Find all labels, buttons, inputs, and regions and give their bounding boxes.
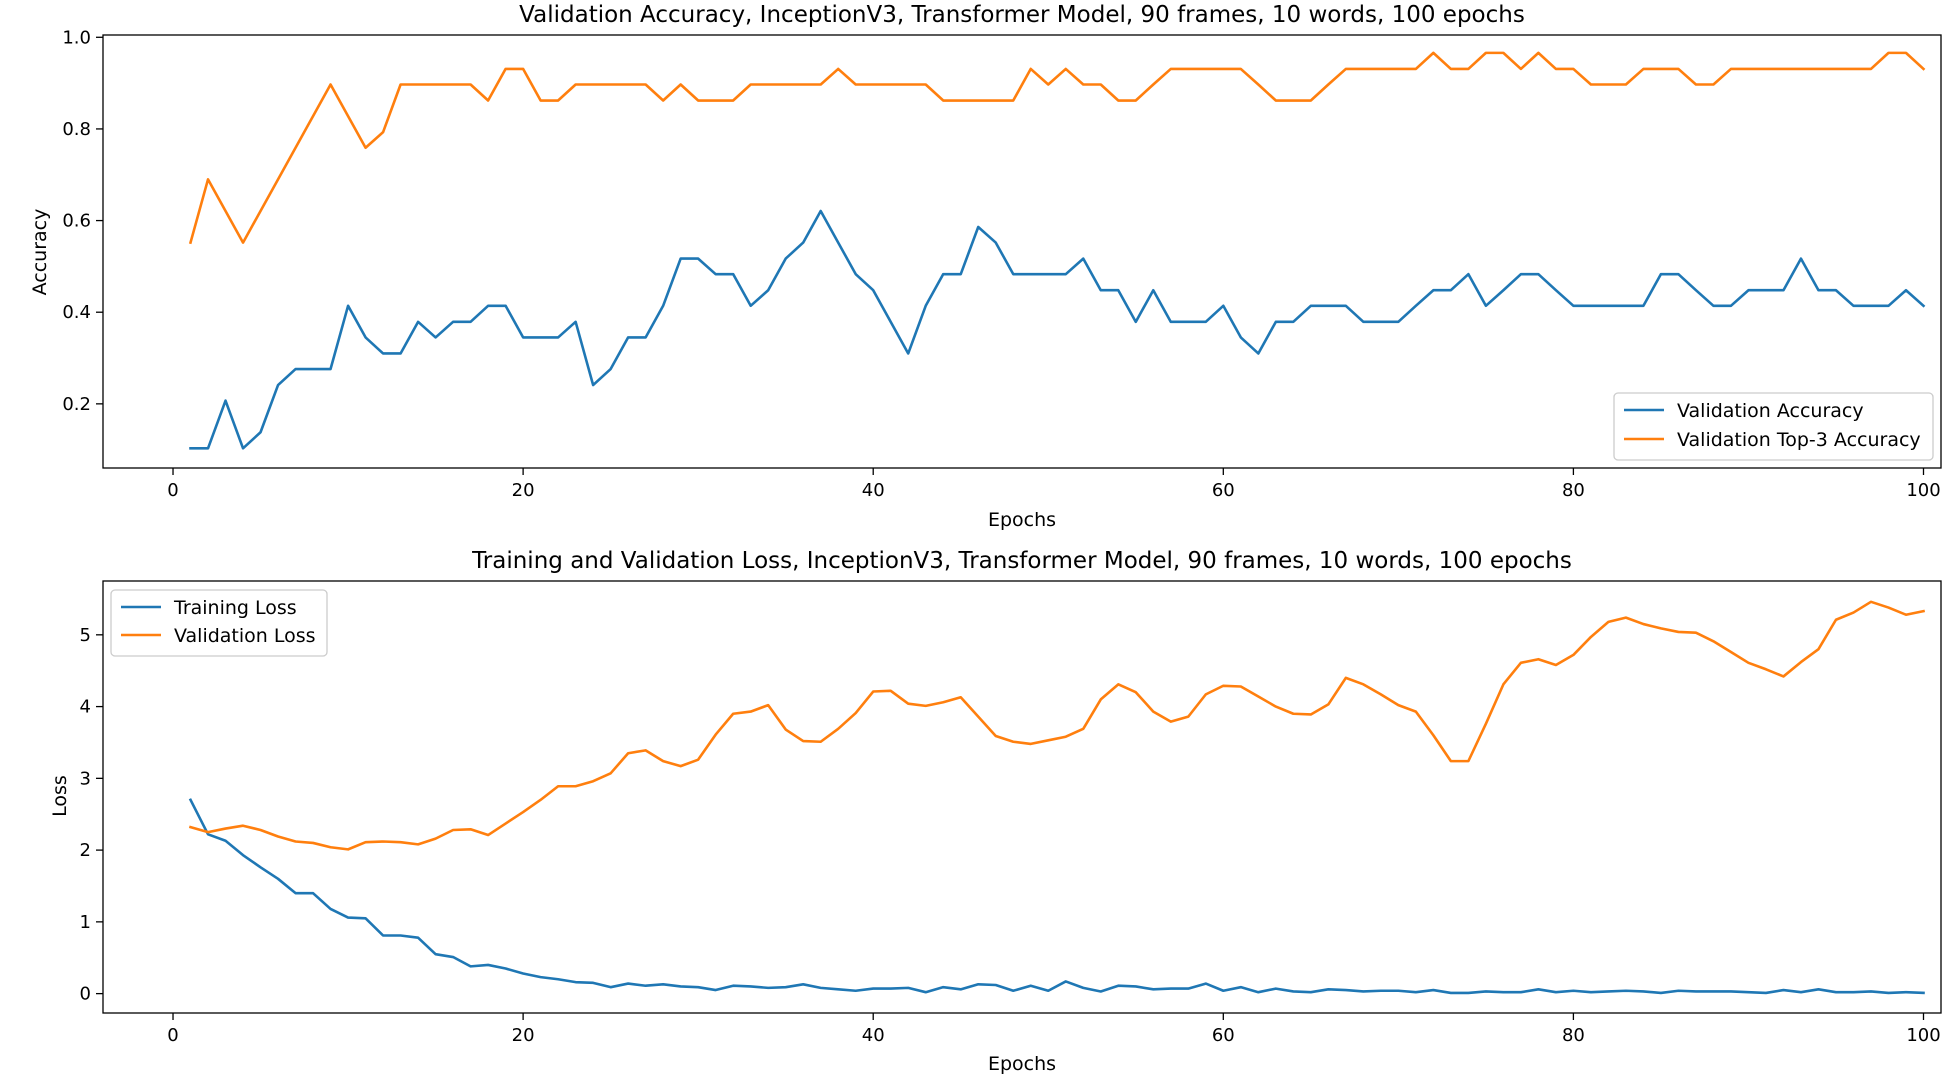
accuracy-y-tick-label: 1.0 [62,27,91,48]
accuracy-x-tick-label: 40 [862,480,885,501]
loss-x-tick-label: 40 [862,1025,885,1046]
loss-legend-label-1: Training Loss [173,597,297,619]
loss-x-tick-label: 80 [1562,1025,1585,1046]
loss-y-tick-label: 1 [80,912,91,933]
loss-chart-ylabel: Loss [49,775,71,817]
loss-y-tick-label: 5 [80,625,91,646]
loss-y-tick-label: 3 [80,768,91,789]
loss-legend-label-2: Validation Loss [174,625,316,647]
accuracy-chart-x-ticks: 0 20 40 60 80 100 [167,468,1941,501]
loss-y-tick-label: 0 [80,984,91,1005]
loss-chart-series [188,600,1926,995]
accuracy-y-tick-label: 0.8 [62,119,91,140]
accuracy-chart-title: Validation Accuracy, InceptionV3, Transf… [519,2,1525,28]
loss-y-tick-label: 4 [80,697,91,718]
accuracy-series-line-2 [188,51,1926,245]
accuracy-x-tick-label: 60 [1212,480,1235,501]
loss-x-tick-label: 0 [167,1025,178,1046]
accuracy-x-tick-label: 80 [1562,480,1585,501]
loss-chart: Training and Validation Loss, InceptionV… [49,548,1942,1075]
loss-legend-box [110,589,328,657]
loss-chart-y-ticks: 0 1 2 3 4 5 [80,625,103,1005]
accuracy-legend-label-1: Validation Accuracy [1677,400,1864,422]
loss-x-tick-label: 60 [1212,1025,1235,1046]
loss-x-tick-label: 20 [512,1025,535,1046]
loss-y-tick-label: 2 [80,840,91,861]
loss-series-line-2 [188,600,1926,851]
accuracy-y-tick-label: 0.6 [62,211,91,232]
loss-series-line-1 [188,798,1925,995]
loss-chart-title: Training and Validation Loss, InceptionV… [471,548,1572,574]
accuracy-y-tick-label: 0.4 [62,302,91,323]
accuracy-x-tick-label: 20 [512,480,535,501]
accuracy-x-tick-label: 100 [1906,480,1940,501]
loss-chart-legend: Training Loss Validation Loss [110,589,328,657]
accuracy-legend-box [1613,392,1934,461]
accuracy-chart-y-ticks: 0.2 0.4 0.6 0.8 1.0 [62,27,103,415]
accuracy-chart: Validation Accuracy, InceptionV3, Transf… [29,2,1942,531]
loss-chart-axes-frame [102,580,1942,1014]
accuracy-chart-legend: Validation Accuracy Validation Top-3 Acc… [1613,392,1934,461]
loss-x-tick-label: 100 [1906,1025,1940,1046]
accuracy-legend-label-2: Validation Top-3 Accuracy [1677,429,1921,451]
accuracy-chart-axes-frame [102,34,1942,469]
accuracy-series-line-1 [189,209,1926,450]
loss-chart-xlabel: Epochs [988,1053,1056,1075]
accuracy-chart-series [188,51,1926,450]
accuracy-x-tick-label: 0 [167,480,178,501]
accuracy-chart-xlabel: Epochs [988,509,1056,531]
loss-chart-x-ticks: 0 20 40 60 80 100 [167,1013,1941,1046]
accuracy-y-tick-label: 0.2 [62,394,91,415]
accuracy-chart-ylabel: Accuracy [29,209,51,296]
